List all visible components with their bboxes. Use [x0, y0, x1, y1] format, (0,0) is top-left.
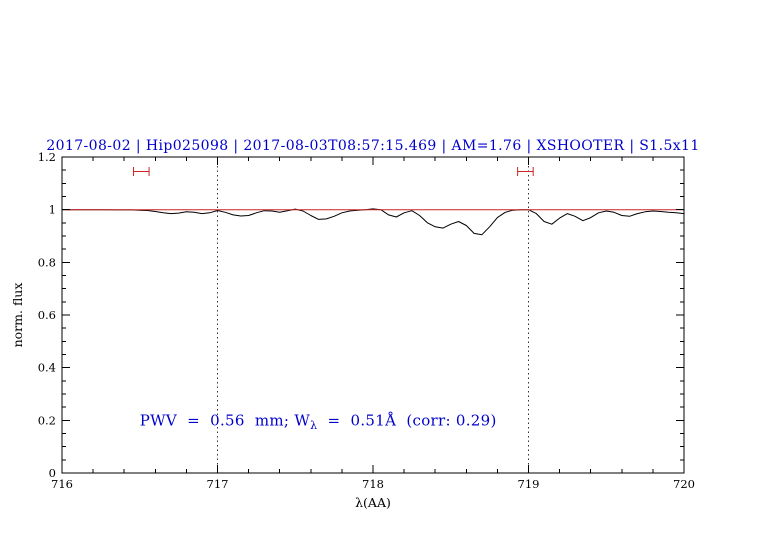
x-tick-label: 720: [673, 477, 695, 491]
y-tick-label: 0.4: [38, 361, 56, 375]
line-region-marker: [517, 166, 534, 176]
y-tick-label: 1: [49, 203, 56, 217]
y-tick-label: 0.8: [38, 255, 56, 269]
line-region-marker: [133, 166, 150, 176]
y-tick-label: 0.2: [38, 413, 56, 427]
pwv-annotation-sub: λ: [310, 419, 317, 432]
x-tick-label: 719: [518, 477, 540, 491]
x-tick-label: 718: [362, 477, 384, 491]
series-spectrum: [62, 208, 685, 236]
pwv-annotation-post: = 0.51Å (corr: 0.29): [317, 411, 496, 429]
marker-layer: [133, 166, 534, 176]
grid-layer: [217, 157, 529, 473]
y-axis-label: norm. flux: [10, 283, 25, 348]
tick-layer: [61, 156, 685, 474]
pwv-annotation: PWV = 0.56 mm; Wλ = 0.51Å (corr: 0.29): [140, 411, 497, 432]
y-tick-label: 0.6: [38, 308, 56, 322]
pwv-annotation-pre: PWV = 0.56 mm; W: [140, 411, 311, 429]
y-tick-label: 0: [49, 466, 56, 480]
plot-title: 2017-08-02 | Hip025098 | 2017-08-03T08:5…: [46, 138, 699, 154]
tick-label-layer: 716 717 718 719 720 0 0.2 0.4 0.6 0.8 1 1.2: [38, 150, 695, 491]
x-tick-label: 716: [51, 477, 73, 491]
x-tick-label: 717: [207, 477, 229, 491]
x-axis-label: λ(AA): [355, 495, 391, 510]
y-tick-label: 1.2: [38, 150, 56, 164]
series-layer: [62, 208, 685, 236]
